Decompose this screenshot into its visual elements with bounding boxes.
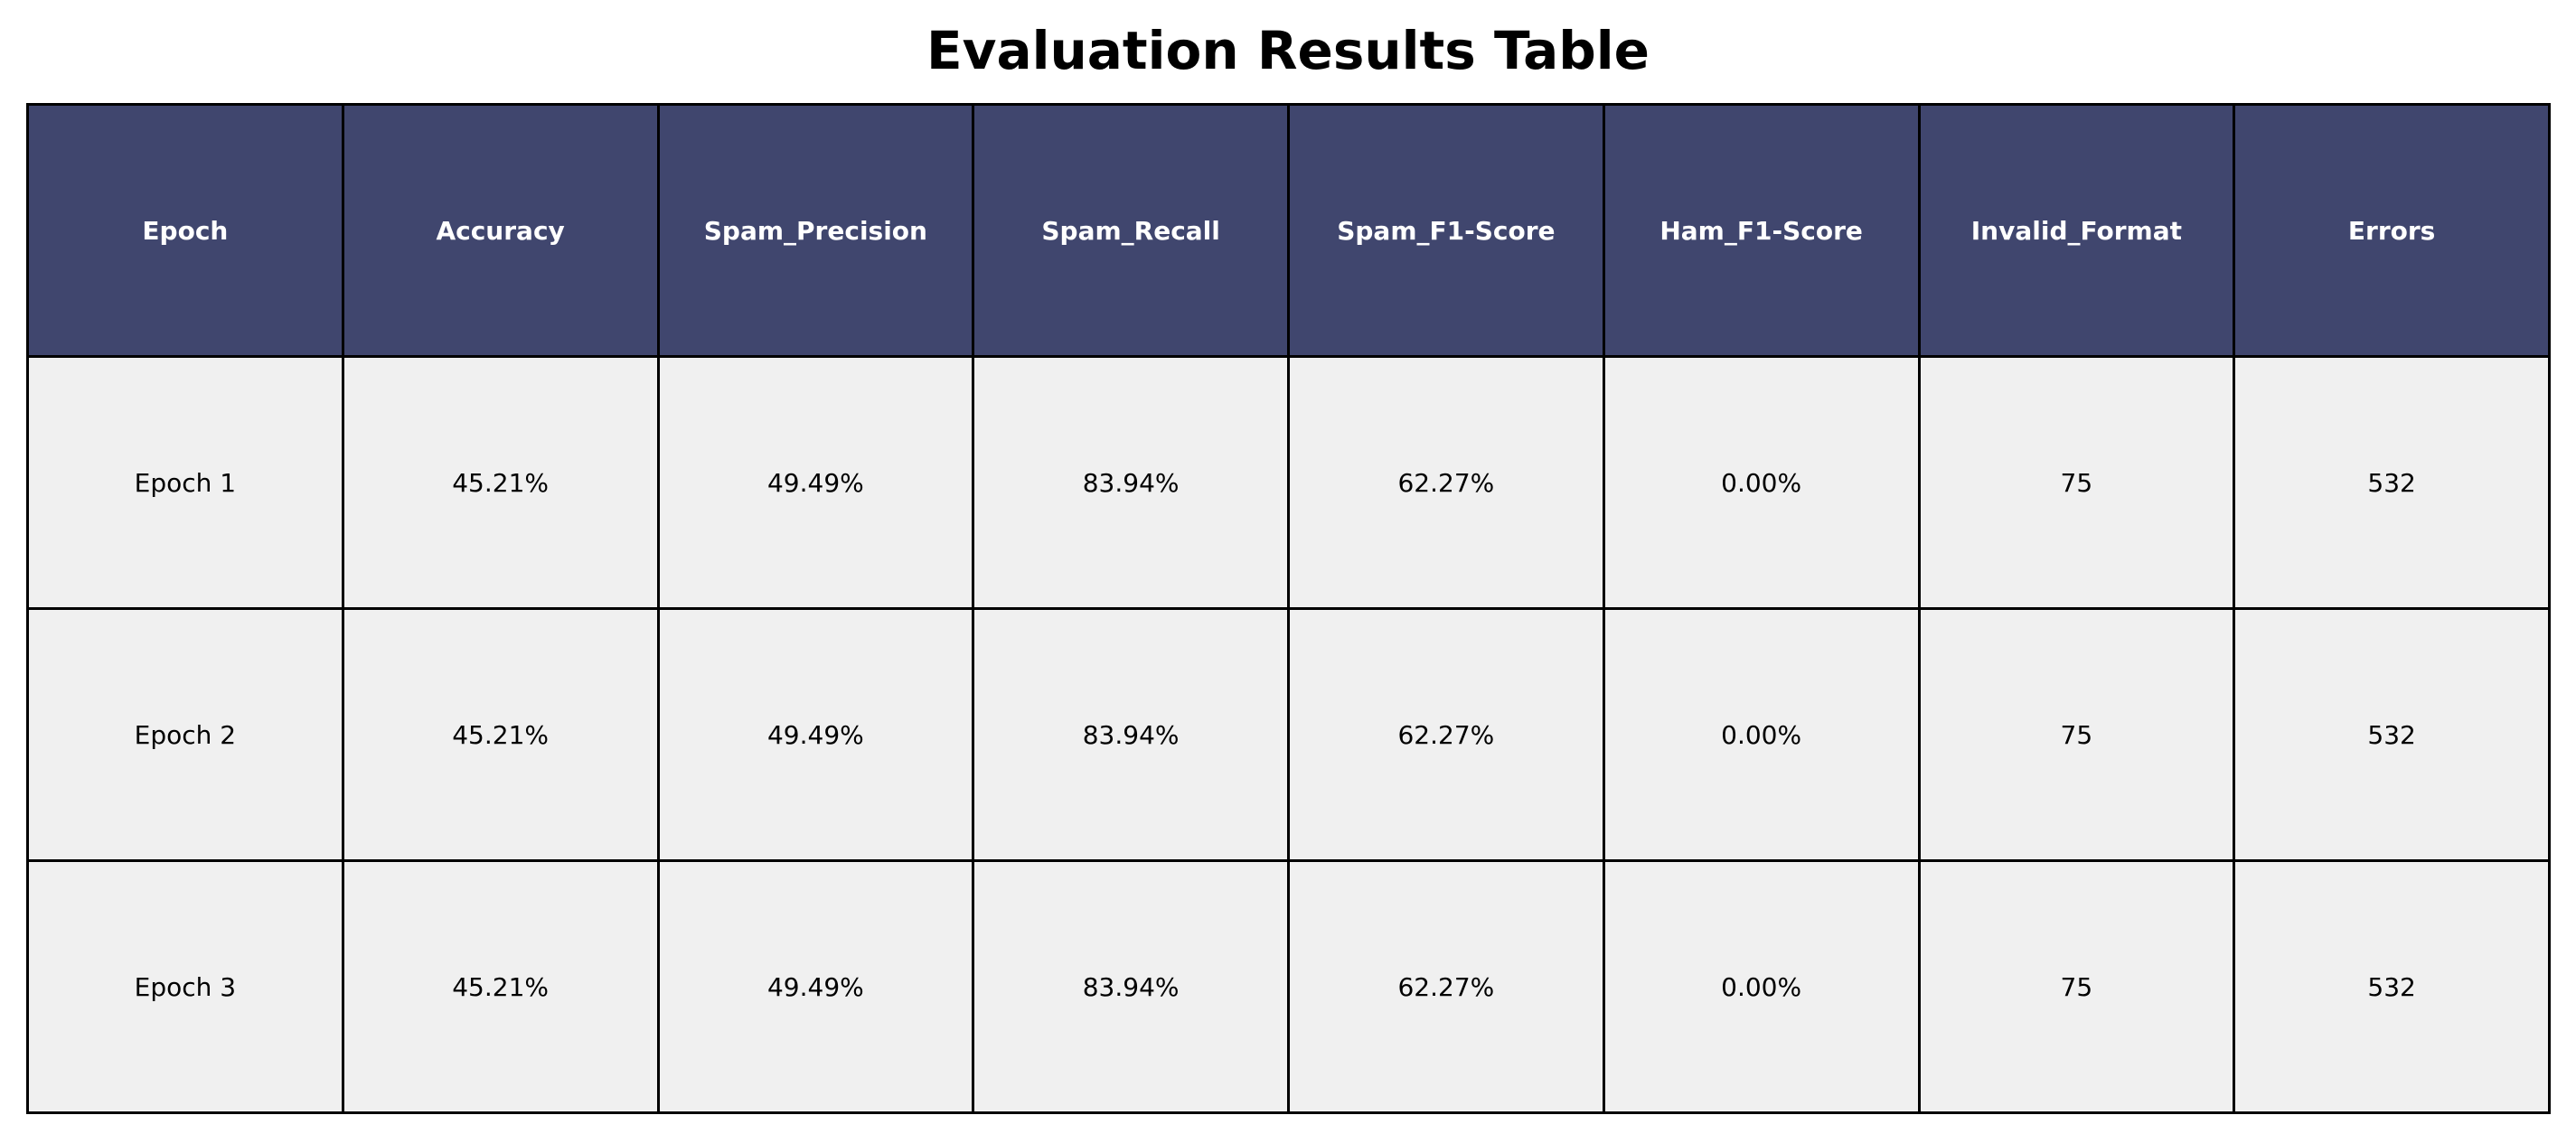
table-cell: 75 xyxy=(1917,859,2236,1114)
table-cell: 62.27% xyxy=(1287,607,1605,862)
table-cell: 45.21% xyxy=(341,607,660,862)
table-cell: 75 xyxy=(1917,355,2236,610)
table-header: Epoch Accuracy Spam_Precision Spam_Recall Sp… xyxy=(26,103,2551,358)
column-header: Spam_Recall xyxy=(972,103,1290,358)
column-header: Errors xyxy=(2233,103,2551,358)
table-cell: 49.49% xyxy=(656,355,975,610)
table-cell: 75 xyxy=(1917,607,2236,862)
table-cell: 62.27% xyxy=(1287,859,1605,1114)
table-cell: 0.00% xyxy=(1602,355,1921,610)
table-row: Epoch 2 45.21% 49.49% 83.94% 62.27% 0.00% 75 53… xyxy=(26,607,2551,862)
table-cell: 45.21% xyxy=(341,355,660,610)
table-cell: 83.94% xyxy=(972,355,1290,610)
table-cell: Epoch 2 xyxy=(26,607,344,862)
column-header: Ham_F1-Score xyxy=(1602,103,1921,358)
table-cell: 83.94% xyxy=(972,607,1290,862)
table-title: Evaluation Results Table xyxy=(926,20,1650,81)
column-header: Epoch xyxy=(26,103,344,358)
table-cell: 83.94% xyxy=(972,859,1290,1114)
table-cell: 45.21% xyxy=(341,859,660,1114)
column-header: Invalid_Format xyxy=(1917,103,2236,358)
table-row: Epoch 3 45.21% 49.49% 83.94% 62.27% 0.00% 75 53… xyxy=(26,859,2551,1114)
table-cell: 532 xyxy=(2233,607,2551,862)
results-table: Epoch Accuracy Spam_Precision Spam_Recall Sp… xyxy=(26,103,2551,1114)
table-cell: 0.00% xyxy=(1602,859,1921,1114)
table-cell: 62.27% xyxy=(1287,355,1605,610)
table-cell: 49.49% xyxy=(656,607,975,862)
column-header: Spam_F1-Score xyxy=(1287,103,1605,358)
table-cell: 49.49% xyxy=(656,859,975,1114)
table-cell: Epoch 3 xyxy=(26,859,344,1114)
table-row: Epoch 1 45.21% 49.49% 83.94% 62.27% 0.00% 75 53… xyxy=(26,355,2551,610)
table-cell: 532 xyxy=(2233,859,2551,1114)
table-body: Epoch 1 45.21% 49.49% 83.94% 62.27% 0.00% 75 53… xyxy=(26,355,2551,1114)
table-cell: Epoch 1 xyxy=(26,355,344,610)
column-header: Spam_Precision xyxy=(656,103,975,358)
header-row: Epoch Accuracy Spam_Precision Spam_Recall Sp… xyxy=(26,103,2551,358)
column-header: Accuracy xyxy=(341,103,660,358)
table-cell: 532 xyxy=(2233,355,2551,610)
table-cell: 0.00% xyxy=(1602,607,1921,862)
